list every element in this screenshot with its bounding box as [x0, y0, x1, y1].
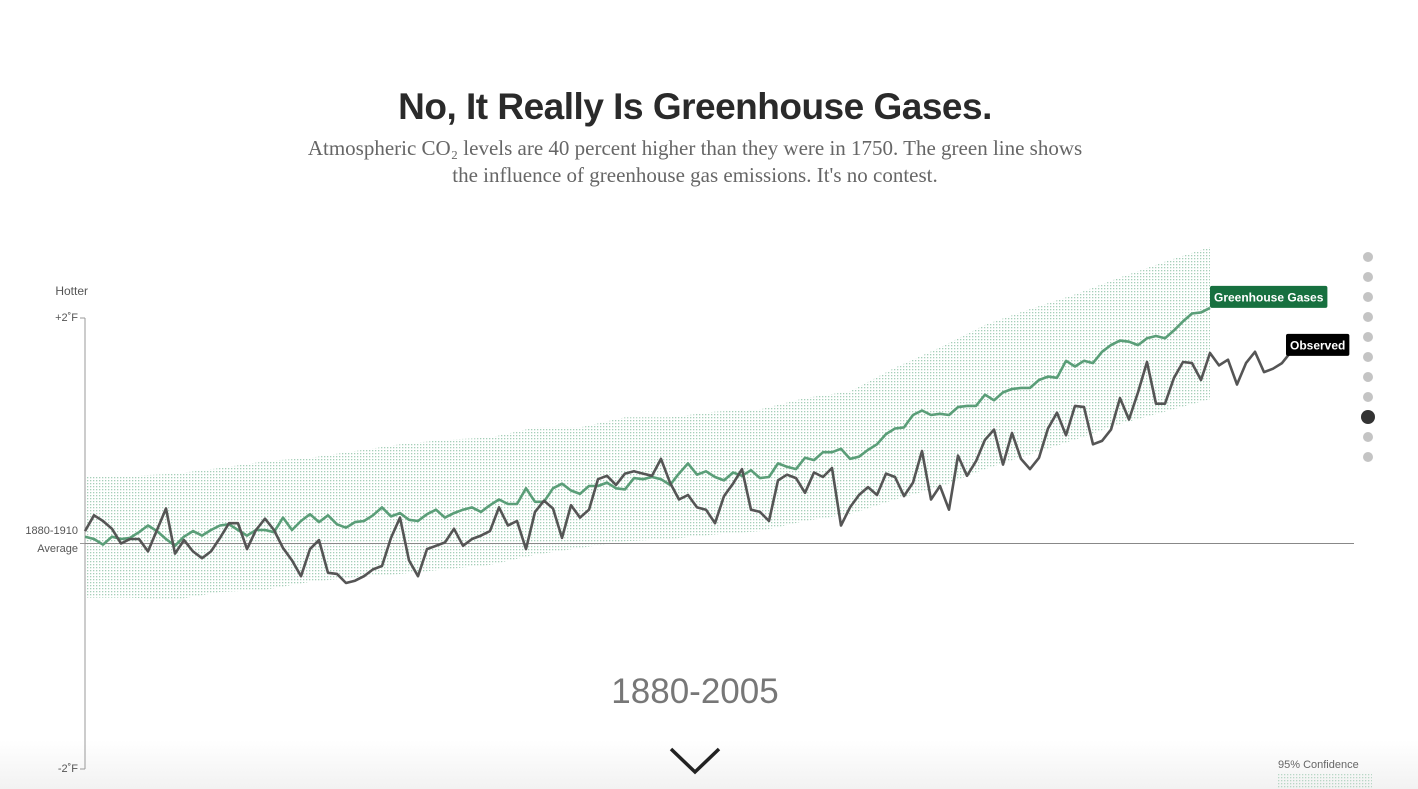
nav-dot[interactable]	[1363, 432, 1373, 442]
series-label: Observed	[1286, 333, 1350, 356]
y-tick-label: 1880-1910 Average	[25, 524, 78, 555]
nav-dot[interactable]	[1363, 252, 1373, 262]
legend-label: 95% Confidence	[1278, 759, 1359, 771]
nav-dot[interactable]	[1361, 410, 1375, 424]
subtitle: Atmospheric CO₂ levels are 40 percent hi…	[307, 136, 1083, 187]
series-line	[83, 350, 1293, 585]
nav-dot[interactable]	[1363, 372, 1373, 382]
series-label-text: Observed	[1290, 338, 1345, 352]
scroll-down-arrow[interactable]	[669, 747, 721, 775]
series-label-text: Greenhouse Gases	[1214, 290, 1324, 304]
y-tick-label: -2˚F	[57, 763, 78, 775]
series-label-box	[1210, 285, 1328, 308]
nav-dot[interactable]	[1363, 392, 1373, 402]
nav-dot[interactable]	[1363, 292, 1373, 302]
series-label-box	[1286, 333, 1350, 356]
title: No, It Really Is Greenhouse Gases.	[398, 86, 992, 127]
nav-dot[interactable]	[1363, 332, 1373, 342]
nav-dot[interactable]	[1363, 272, 1373, 282]
nav-dot[interactable]	[1363, 452, 1373, 462]
nav-dot[interactable]	[1363, 312, 1373, 322]
nav-dot[interactable]	[1363, 352, 1373, 362]
y-tick-label: +2˚F	[55, 312, 78, 324]
slide-nav	[1361, 252, 1375, 462]
series-label: Greenhouse Gases	[1210, 285, 1328, 308]
series-line	[84, 306, 1211, 548]
bottom-fade	[0, 740, 1418, 789]
period-label: 1880-2005	[611, 672, 779, 711]
legend-swatch	[1278, 774, 1372, 789]
confidence-band	[85, 246, 1210, 600]
y-axis-label: Hotter	[55, 284, 88, 298]
